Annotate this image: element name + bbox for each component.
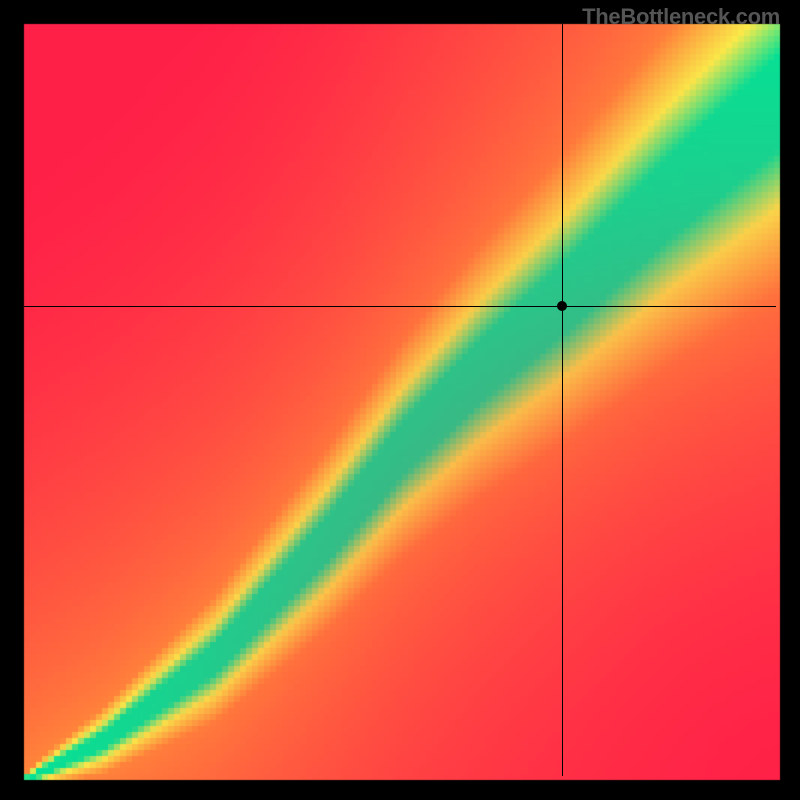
watermark-text: TheBottleneck.com [582, 4, 780, 30]
crosshair-horizontal [24, 306, 776, 307]
chart-container: { "watermark": "TheBottleneck.com", "can… [0, 0, 800, 800]
crosshair-vertical [562, 24, 563, 776]
crosshair-point [557, 301, 567, 311]
heatmap-canvas [0, 0, 800, 800]
